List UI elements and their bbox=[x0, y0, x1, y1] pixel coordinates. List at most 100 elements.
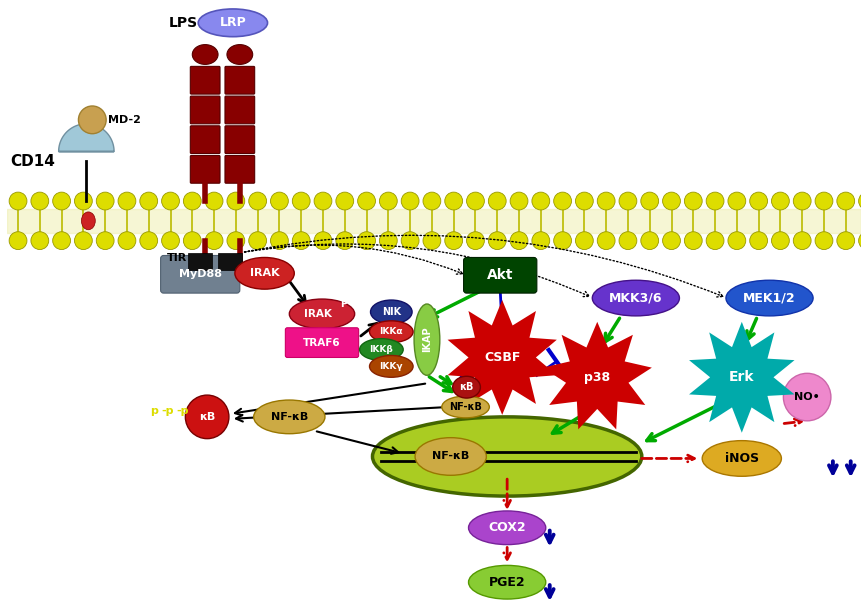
Circle shape bbox=[640, 192, 658, 210]
Circle shape bbox=[727, 192, 745, 210]
FancyBboxPatch shape bbox=[190, 96, 220, 124]
Text: CD14: CD14 bbox=[9, 154, 54, 169]
Circle shape bbox=[205, 232, 223, 250]
Text: NO•: NO• bbox=[793, 392, 819, 402]
Circle shape bbox=[161, 192, 179, 210]
FancyBboxPatch shape bbox=[225, 96, 254, 124]
Circle shape bbox=[815, 232, 832, 250]
Text: MEK1/2: MEK1/2 bbox=[742, 292, 795, 304]
Text: TIR: TIR bbox=[167, 253, 187, 264]
Circle shape bbox=[836, 232, 853, 250]
FancyBboxPatch shape bbox=[463, 258, 536, 293]
Circle shape bbox=[618, 192, 636, 210]
Ellipse shape bbox=[415, 438, 486, 475]
Circle shape bbox=[9, 192, 27, 210]
Circle shape bbox=[466, 192, 484, 210]
Polygon shape bbox=[542, 322, 651, 429]
Circle shape bbox=[118, 232, 136, 250]
Circle shape bbox=[705, 192, 723, 210]
Circle shape bbox=[226, 232, 245, 250]
Circle shape bbox=[357, 192, 375, 210]
Text: Erk: Erk bbox=[728, 370, 753, 384]
Circle shape bbox=[749, 192, 766, 210]
Circle shape bbox=[74, 192, 92, 210]
Ellipse shape bbox=[369, 356, 412, 377]
Circle shape bbox=[270, 232, 288, 250]
Text: NF-κB: NF-κB bbox=[431, 451, 468, 462]
Circle shape bbox=[53, 192, 71, 210]
Circle shape bbox=[836, 192, 853, 210]
Ellipse shape bbox=[452, 376, 480, 398]
FancyBboxPatch shape bbox=[285, 328, 358, 357]
Ellipse shape bbox=[370, 300, 412, 324]
Text: CSBF: CSBF bbox=[483, 351, 520, 364]
FancyBboxPatch shape bbox=[225, 126, 254, 153]
Circle shape bbox=[313, 192, 331, 210]
Circle shape bbox=[78, 106, 106, 134]
Text: LRP: LRP bbox=[220, 16, 246, 29]
Circle shape bbox=[96, 192, 114, 210]
Circle shape bbox=[618, 232, 636, 250]
Circle shape bbox=[96, 232, 114, 250]
Circle shape bbox=[684, 232, 702, 250]
Ellipse shape bbox=[359, 339, 403, 361]
Ellipse shape bbox=[253, 400, 325, 434]
Circle shape bbox=[858, 232, 861, 250]
Circle shape bbox=[400, 232, 418, 250]
Text: κB: κB bbox=[199, 412, 215, 422]
Circle shape bbox=[53, 232, 71, 250]
Text: IKAP: IKAP bbox=[422, 327, 431, 353]
Circle shape bbox=[662, 192, 679, 210]
Circle shape bbox=[783, 373, 830, 421]
Text: p38: p38 bbox=[584, 371, 610, 384]
FancyBboxPatch shape bbox=[225, 66, 254, 94]
Circle shape bbox=[313, 232, 331, 250]
Circle shape bbox=[575, 192, 592, 210]
Circle shape bbox=[444, 192, 462, 210]
Ellipse shape bbox=[468, 565, 545, 599]
Polygon shape bbox=[688, 322, 794, 433]
Text: κB: κB bbox=[459, 382, 474, 392]
Circle shape bbox=[727, 232, 745, 250]
Ellipse shape bbox=[289, 299, 354, 329]
Circle shape bbox=[336, 232, 353, 250]
Text: MD-2: MD-2 bbox=[108, 115, 141, 125]
Text: P: P bbox=[340, 299, 347, 309]
Circle shape bbox=[792, 192, 810, 210]
Text: NIK: NIK bbox=[381, 307, 400, 317]
Circle shape bbox=[183, 232, 201, 250]
Text: IRAK: IRAK bbox=[250, 269, 279, 278]
Circle shape bbox=[118, 192, 136, 210]
Ellipse shape bbox=[192, 44, 218, 65]
Ellipse shape bbox=[226, 44, 252, 65]
Circle shape bbox=[226, 192, 245, 210]
Circle shape bbox=[379, 192, 397, 210]
FancyBboxPatch shape bbox=[190, 126, 220, 153]
Ellipse shape bbox=[234, 258, 294, 289]
Circle shape bbox=[662, 232, 679, 250]
Text: IRAK: IRAK bbox=[304, 309, 331, 319]
Circle shape bbox=[423, 192, 440, 210]
Circle shape bbox=[553, 192, 571, 210]
Text: IKKγ: IKKγ bbox=[379, 362, 403, 371]
Ellipse shape bbox=[725, 280, 812, 316]
Circle shape bbox=[510, 232, 527, 250]
FancyBboxPatch shape bbox=[190, 66, 220, 94]
Circle shape bbox=[185, 395, 229, 438]
Text: PGE2: PGE2 bbox=[488, 576, 525, 589]
Circle shape bbox=[183, 192, 201, 210]
Text: IKKβ: IKKβ bbox=[369, 345, 393, 354]
Circle shape bbox=[139, 192, 158, 210]
Text: p: p bbox=[150, 406, 158, 416]
Circle shape bbox=[357, 232, 375, 250]
Ellipse shape bbox=[81, 212, 96, 230]
Text: -p: -p bbox=[161, 406, 174, 416]
Circle shape bbox=[444, 232, 462, 250]
Polygon shape bbox=[59, 124, 114, 152]
Circle shape bbox=[292, 192, 310, 210]
Circle shape bbox=[336, 192, 353, 210]
Circle shape bbox=[400, 192, 418, 210]
FancyBboxPatch shape bbox=[190, 155, 220, 183]
Ellipse shape bbox=[442, 396, 489, 418]
Circle shape bbox=[139, 232, 158, 250]
